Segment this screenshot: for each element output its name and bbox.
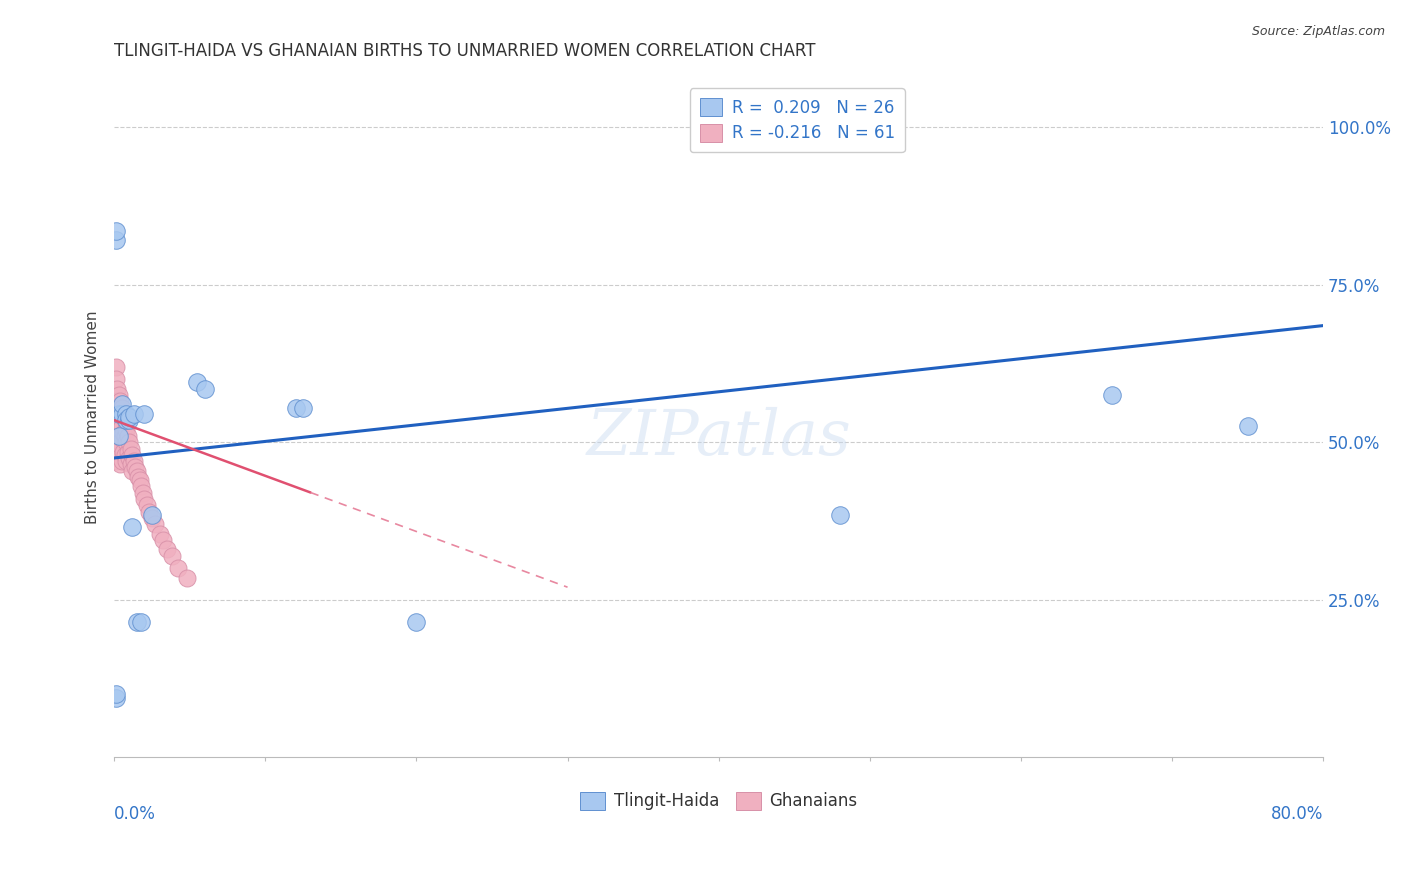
Point [111,401,134,415]
Text: Source: ZipAtlas.com: Source: ZipAtlas.com [1251,25,1385,38]
Point [828,508,851,522]
Point [104,359,127,374]
Point [120,442,142,456]
Point [104,397,127,411]
Legend: Tlingit-Haida, Ghanaians: Tlingit-Haida, Ghanaians [574,785,863,817]
Point [105,419,128,434]
Point [110,429,132,443]
Point [104,234,127,248]
Text: TLINGIT-HAIDA VS GHANAIAN BIRTHS TO UNMARRIED WOMEN CORRELATION CHART: TLINGIT-HAIDA VS GHANAIAN BIRTHS TO UNMA… [114,42,815,60]
Point [121,520,143,534]
Point [118,413,141,427]
Point [1236,419,1258,434]
Point [105,454,128,468]
Point [117,429,139,443]
Point [292,401,315,415]
Point [105,394,128,409]
Point [111,454,134,468]
Point [107,407,129,421]
Point [118,409,141,424]
Point [120,457,142,471]
Point [111,397,134,411]
Point [105,432,128,446]
Text: ZIPatlas: ZIPatlas [586,407,851,468]
Point [131,479,153,493]
Point [104,407,127,421]
Point [107,429,129,443]
Point [134,407,156,421]
Point [111,419,134,434]
Point [136,498,159,512]
Point [122,407,145,421]
Point [122,454,145,468]
Point [115,413,138,427]
Point [107,435,129,450]
Point [110,457,132,471]
Point [138,504,160,518]
Point [107,448,129,462]
Point [115,454,138,468]
Point [156,542,179,557]
Point [104,432,127,446]
Point [110,438,132,452]
Point [176,571,198,585]
Y-axis label: Births to Unmarried Women: Births to Unmarried Women [86,310,100,524]
Point [141,511,163,525]
Point [104,687,127,701]
Point [104,419,127,434]
Point [118,435,141,450]
Point [152,533,174,547]
Point [121,448,143,462]
Point [284,401,307,415]
Point [148,526,170,541]
Point [121,464,143,478]
Point [104,448,127,462]
Point [134,491,156,506]
Point [107,423,129,437]
Point [107,388,129,402]
Point [124,460,146,475]
Point [112,407,135,421]
Point [1101,388,1123,402]
Point [111,407,134,421]
Point [141,508,163,522]
Point [115,435,138,450]
Point [166,561,188,575]
Text: 0.0%: 0.0% [114,805,156,823]
Point [115,423,138,437]
Point [115,407,138,421]
Point [186,376,208,390]
Point [118,450,141,465]
Point [105,382,128,396]
Point [114,413,136,427]
Point [111,432,134,446]
Point [104,690,127,705]
Point [132,485,155,500]
Point [117,444,139,458]
Point [194,382,217,396]
Point [112,444,135,458]
Text: 80.0%: 80.0% [1271,805,1323,823]
Point [405,615,427,629]
Point [143,517,166,532]
Point [114,448,136,462]
Point [128,473,150,487]
Point [125,615,148,629]
Point [104,224,127,238]
Point [127,470,149,484]
Point [112,425,135,440]
Point [110,394,132,409]
Point [131,615,153,629]
Point [110,407,132,421]
Point [160,549,183,563]
Point [125,464,148,478]
Point [104,372,127,386]
Point [114,429,136,443]
Point [107,401,129,415]
